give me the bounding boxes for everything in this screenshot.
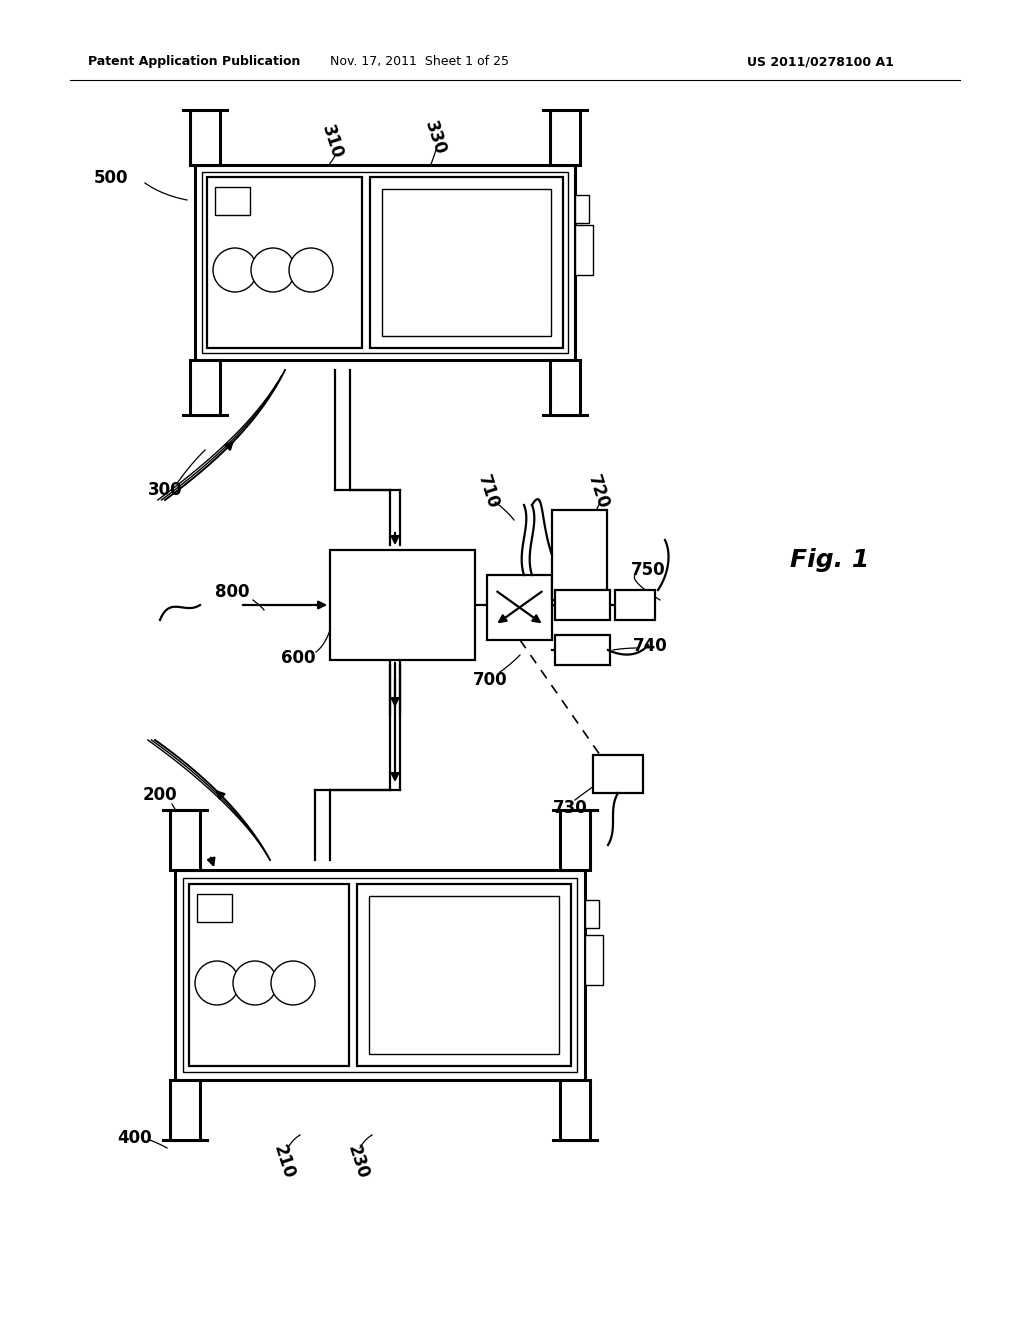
Circle shape <box>289 248 333 292</box>
Bar <box>552 510 607 601</box>
Text: Nov. 17, 2011  Sheet 1 of 25: Nov. 17, 2011 Sheet 1 of 25 <box>331 55 510 69</box>
Text: 230: 230 <box>344 1143 372 1181</box>
Text: 740: 740 <box>633 638 668 655</box>
Bar <box>555 635 610 665</box>
Bar <box>560 1080 590 1140</box>
Bar <box>585 900 599 928</box>
Bar <box>550 360 580 414</box>
Bar <box>183 878 577 1072</box>
Text: 720: 720 <box>584 473 612 511</box>
Text: 600: 600 <box>281 649 315 667</box>
Bar <box>550 110 580 165</box>
Text: Fig. 1: Fig. 1 <box>791 548 869 572</box>
Circle shape <box>233 961 278 1005</box>
Circle shape <box>251 248 295 292</box>
Text: 330: 330 <box>421 119 449 157</box>
Text: 500: 500 <box>93 169 128 187</box>
Bar <box>170 810 200 870</box>
Text: US 2011/0278100 A1: US 2011/0278100 A1 <box>746 55 893 69</box>
Circle shape <box>213 248 257 292</box>
Bar <box>189 884 349 1067</box>
Bar <box>197 894 232 921</box>
Text: 310: 310 <box>318 123 346 161</box>
Bar <box>560 810 590 870</box>
Bar <box>202 172 568 352</box>
Text: 210: 210 <box>270 1143 298 1181</box>
Text: 700: 700 <box>473 671 507 689</box>
Bar <box>195 165 575 360</box>
Circle shape <box>195 961 239 1005</box>
Bar <box>615 590 655 620</box>
Text: 300: 300 <box>147 480 182 499</box>
Bar <box>585 935 603 985</box>
Text: Patent Application Publication: Patent Application Publication <box>88 55 300 69</box>
Bar <box>190 360 220 414</box>
Bar <box>593 755 643 793</box>
Text: 750: 750 <box>631 561 666 579</box>
Bar <box>369 896 559 1053</box>
Bar <box>357 884 571 1067</box>
Bar <box>575 195 589 223</box>
Bar <box>170 1080 200 1140</box>
Text: 800: 800 <box>215 583 249 601</box>
Bar <box>215 187 250 215</box>
Bar <box>370 177 563 348</box>
Bar <box>190 110 220 165</box>
Text: 730: 730 <box>553 799 588 817</box>
Bar <box>555 590 610 620</box>
Text: 400: 400 <box>118 1129 153 1147</box>
Bar <box>575 224 593 275</box>
Text: 710: 710 <box>474 473 502 511</box>
Text: 200: 200 <box>142 785 177 804</box>
Bar <box>487 576 552 640</box>
Bar <box>175 870 585 1080</box>
Circle shape <box>271 961 315 1005</box>
Bar <box>382 189 551 337</box>
Bar <box>207 177 362 348</box>
Bar <box>330 550 475 660</box>
